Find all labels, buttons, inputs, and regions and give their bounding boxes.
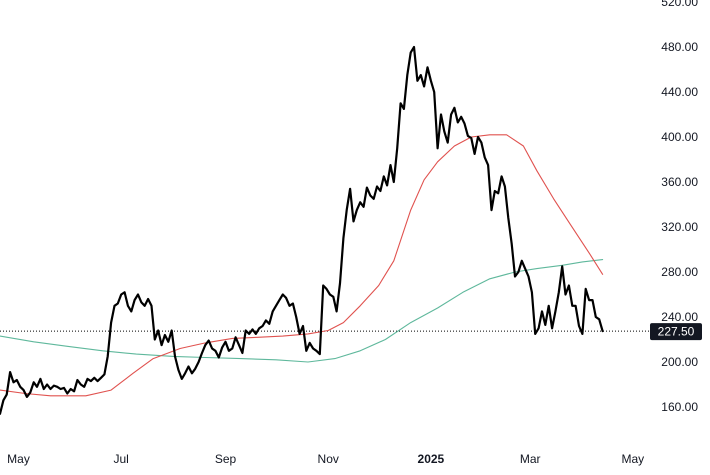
y-tick-label: 240.00 — [661, 310, 698, 324]
y-tick-label: 160.00 — [661, 400, 698, 414]
y-tick-label: 200.00 — [661, 355, 698, 369]
x-tick-label: Jul — [114, 452, 129, 466]
x-tick-label: May — [7, 452, 30, 466]
last-price-label: 227.50 — [658, 325, 695, 339]
y-tick-label: 360.00 — [661, 175, 698, 189]
series-line-ma-fast — [0, 134, 604, 397]
y-tick-label: 480.00 — [661, 40, 698, 54]
y-axis: 160.00 200.00 240.00 280.00 320.00 360.00 400.… — [661, 0, 698, 414]
x-tick-label: May — [622, 452, 645, 466]
x-tick-label: Sep — [215, 452, 237, 466]
y-tick-label: 440.00 — [661, 85, 698, 99]
last-price-badge-bg — [650, 323, 702, 341]
x-tick-label: Nov — [318, 452, 339, 466]
y-tick-label: 400.00 — [661, 130, 698, 144]
y-tick-label: 520.00 — [661, 0, 698, 9]
x-tick-label: 2025 — [418, 452, 445, 466]
y-tick-label: 320.00 — [661, 220, 698, 234]
series-group — [0, 45, 604, 415]
x-tick-label: Mar — [520, 452, 541, 466]
y-tick-label: 280.00 — [661, 265, 698, 279]
last-price-badge: 227.50 — [650, 323, 702, 341]
series-line-price — [0, 45, 604, 415]
x-axis: May Jul Sep Nov 2025 Mar May — [7, 452, 644, 466]
